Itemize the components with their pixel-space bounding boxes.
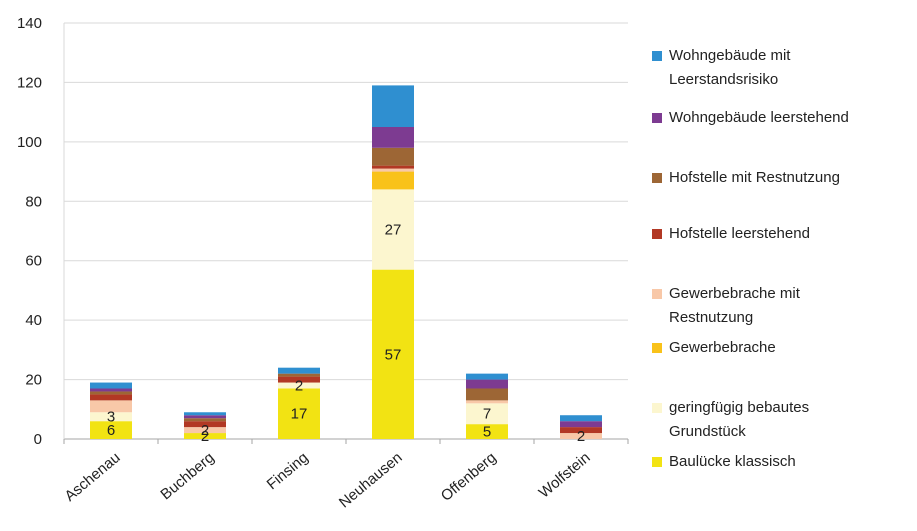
y-tick-label: 40 <box>25 312 42 329</box>
data-label: 5 <box>483 424 491 441</box>
legend-item: Baulücke klassisch <box>652 450 914 474</box>
legend-label: Restnutzung <box>669 309 754 326</box>
legend-label: Hofstelle leerstehend <box>669 225 810 242</box>
bar-segment <box>372 269 414 439</box>
bar-segment <box>278 382 320 389</box>
bar-segment <box>560 421 602 428</box>
bar-segment <box>90 394 132 401</box>
bar-segment <box>372 165 414 169</box>
bar-segment <box>184 415 226 419</box>
x-category-label: Buchberg <box>157 449 217 503</box>
legend-item: geringfügig bebautes Grundstück <box>652 396 914 444</box>
data-label: 2 <box>295 378 303 395</box>
legend-item: Wohngebäude leerstehend <box>652 106 914 130</box>
bar-segment <box>560 433 602 439</box>
legend-item: Hofstelle leerstehend <box>652 222 914 246</box>
bar-segment <box>466 403 508 425</box>
legend-swatch <box>652 173 662 183</box>
x-category-label: Finsing <box>264 449 312 493</box>
data-label: 7 <box>483 406 491 423</box>
data-label: 17 <box>291 406 308 423</box>
bar-segment <box>278 376 320 383</box>
data-label: 2 <box>201 428 209 445</box>
legend-label: Wohngebäude leerstehend <box>669 109 849 126</box>
legend-label: Leerstandsrisiko <box>669 71 779 88</box>
y-tick-label: 0 <box>34 431 42 448</box>
bar-segment <box>372 147 414 166</box>
bar-segment <box>90 400 132 413</box>
legend-swatch <box>652 229 662 239</box>
x-category-label: Wolfstein <box>536 449 594 502</box>
bar-segment <box>184 412 226 416</box>
bar-segment <box>372 168 414 172</box>
legend-label: Baulücke klassisch <box>669 453 796 470</box>
data-label: 6 <box>107 422 115 439</box>
gridlines <box>63 22 628 440</box>
data-label: 27 <box>385 222 402 239</box>
y-tick-label: 60 <box>25 253 42 270</box>
legend-swatch <box>652 457 662 467</box>
legend-label: Hofstelle mit Restnutzung <box>669 169 840 186</box>
x-category-label: Neuhausen <box>336 449 406 511</box>
bar-segment <box>466 373 508 380</box>
bar-segment <box>466 379 508 389</box>
bar-segment <box>90 421 132 439</box>
x-category-label: Offenberg <box>438 449 500 505</box>
x-category-label: Aschenau <box>62 449 124 505</box>
legend-swatch <box>652 113 662 123</box>
x-axis-category-labels: Aschenau Buchberg Finsing Neuhausen Offenber… <box>62 449 594 511</box>
legend-swatch <box>652 51 662 61</box>
y-tick-label: 140 <box>17 15 42 32</box>
y-tick-label: 120 <box>17 74 42 91</box>
legend-item: Wohngebäude mit Leerstandsrisiko <box>652 44 914 92</box>
bar-segment <box>90 391 132 395</box>
bar-segment <box>466 388 508 401</box>
bar-segment <box>278 388 320 439</box>
y-tick-label: 100 <box>17 134 42 151</box>
bars <box>90 85 602 439</box>
bar-segment <box>372 127 414 148</box>
data-label: 3 <box>107 409 115 426</box>
bar-segment <box>184 421 226 428</box>
bar-segment <box>278 373 320 377</box>
y-axis-tick-labels: 0 20 40 60 80 100 120 140 <box>17 15 42 448</box>
x-axis <box>63 439 629 444</box>
bar-segment <box>466 400 508 404</box>
bar-segment <box>372 171 414 190</box>
bar-segment <box>184 418 226 422</box>
y-tick-label: 20 <box>25 372 42 389</box>
data-label: 57 <box>385 346 402 363</box>
bar-segment <box>90 388 132 392</box>
legend-label: Gewerbebrache mit <box>669 285 800 302</box>
bar-segment <box>372 85 414 127</box>
legend-item: Hofstelle mit Restnutzung <box>652 166 914 190</box>
bar-segment <box>184 433 226 439</box>
bar-segment <box>372 189 414 270</box>
legend-swatch <box>652 403 662 413</box>
bar-segment <box>560 427 602 434</box>
bar-segment <box>278 367 320 374</box>
legend-swatch <box>652 343 662 353</box>
bar-segment <box>466 424 508 439</box>
y-tick-label: 80 <box>25 193 42 210</box>
legend-label: Wohngebäude mit <box>669 47 791 64</box>
bar-segment <box>90 412 132 422</box>
legend-label: geringfügig bebautes <box>669 399 810 416</box>
bar-segment <box>90 382 132 389</box>
bar-segment <box>184 427 226 434</box>
legend-item: Gewerbebrache mit Restnutzung <box>652 282 914 330</box>
data-label: 2 <box>201 422 209 439</box>
legend-swatch <box>652 289 662 299</box>
bar-segment <box>560 415 602 422</box>
legend-label: Gewerbebrache <box>669 339 776 356</box>
legend-item: Gewerbebrache <box>652 336 914 360</box>
legend-label: Grundstück <box>669 423 746 440</box>
data-label: 2 <box>577 428 585 445</box>
